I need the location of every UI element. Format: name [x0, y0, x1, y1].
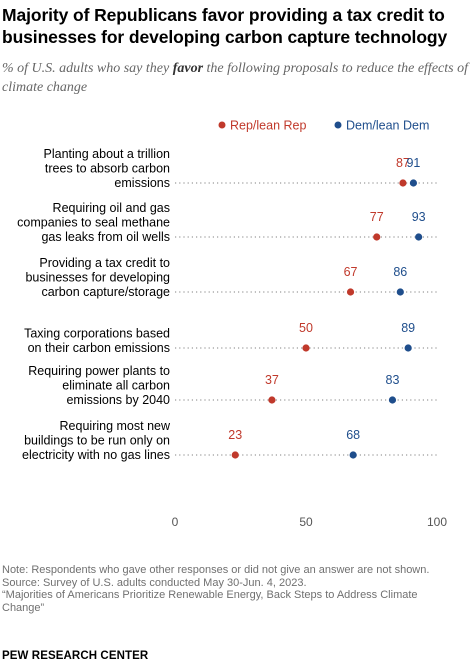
dem-value-label: 68: [346, 428, 360, 442]
dem-dot: [349, 451, 357, 459]
rep-value-label: 23: [228, 428, 242, 442]
row-label: emissions: [114, 176, 170, 190]
legend-marker: [218, 121, 226, 129]
row-label: carbon capture/storage: [41, 285, 170, 299]
rep-dot: [231, 451, 239, 459]
chart-notes: Note: Respondents who gave other respons…: [2, 564, 472, 614]
subtitle-emphasis: favor: [172, 61, 204, 76]
dem-value-label: 86: [393, 265, 407, 279]
report-title-line: Change”: [2, 601, 45, 614]
row-label: gas leaks from oil wells: [41, 230, 170, 244]
dem-dot: [415, 233, 423, 241]
row-label: trees to absorb carbon: [45, 162, 170, 176]
rep-dot: [302, 344, 310, 352]
dem-dot: [396, 288, 404, 296]
row-label: Planting about a trillion: [44, 147, 171, 161]
rep-dot: [373, 233, 381, 241]
subtitle-pre: % of U.S. adults who say they: [2, 61, 173, 76]
subtitle-post: the following proposals to reduce the ef…: [2, 61, 468, 95]
rep-dot: [399, 179, 407, 187]
legend-label: Rep/lean Rep: [230, 119, 306, 133]
rep-value-label: 67: [344, 265, 358, 279]
dot-plot-chart: Rep/lean Rep Dem/lean Dem Planting about a…: [17, 119, 447, 530]
dem-value-label: 89: [401, 321, 415, 335]
row-label: Providing a tax credit to: [39, 256, 170, 270]
chart-title: Majority of Republicans favor providing …: [2, 5, 448, 47]
row-label: electricity with no gas lines: [22, 448, 170, 462]
note-line: Note: Respondents who gave other respons…: [2, 564, 430, 576]
row-label: Requiring power plants to: [28, 364, 170, 378]
x-tick-label: 100: [427, 515, 447, 529]
dem-dot: [388, 396, 397, 404]
row-label: businesses for developing: [25, 271, 170, 285]
row-label: Requiring oil and gas: [53, 201, 170, 215]
dem-value-label: 93: [412, 210, 426, 224]
report-title-line: “Majorities of Americans Prioritize Rene…: [2, 589, 418, 602]
dem-value-label: 83: [386, 373, 400, 387]
pew-research-center-logo: PEW RESEARCH CENTER: [2, 650, 149, 662]
rep-value-label: 87: [396, 156, 410, 170]
x-tick-label: 0: [172, 515, 179, 529]
row-label: companies to seal methane: [17, 216, 170, 230]
dem-dot: [404, 344, 412, 352]
rep-dot: [346, 288, 355, 296]
dem-value-label: 91: [406, 156, 420, 170]
row-label: Requiring most new: [60, 419, 171, 433]
rep-value-label: 37: [265, 373, 279, 387]
row-label: emissions by 2040: [66, 393, 170, 407]
rep-value-label: 77: [370, 210, 384, 224]
legend-marker: [334, 121, 342, 129]
chart-subtitle: % of U.S. adults who say they favor the …: [2, 59, 470, 97]
row-label: on their carbon emissions: [28, 341, 170, 355]
x-tick-label: 50: [299, 515, 313, 529]
rep-value-label: 50: [299, 321, 313, 335]
source-line: Source: Survey of U.S. adults conducted …: [2, 576, 307, 589]
rep-dot: [268, 396, 276, 404]
row-label: eliminate all carbon: [62, 379, 170, 393]
row-label: Taxing corporations based: [24, 327, 170, 341]
dem-dot: [409, 179, 418, 187]
legend-label: Dem/lean Dem: [346, 119, 429, 133]
row-label: buildings to be run only on: [24, 434, 170, 448]
